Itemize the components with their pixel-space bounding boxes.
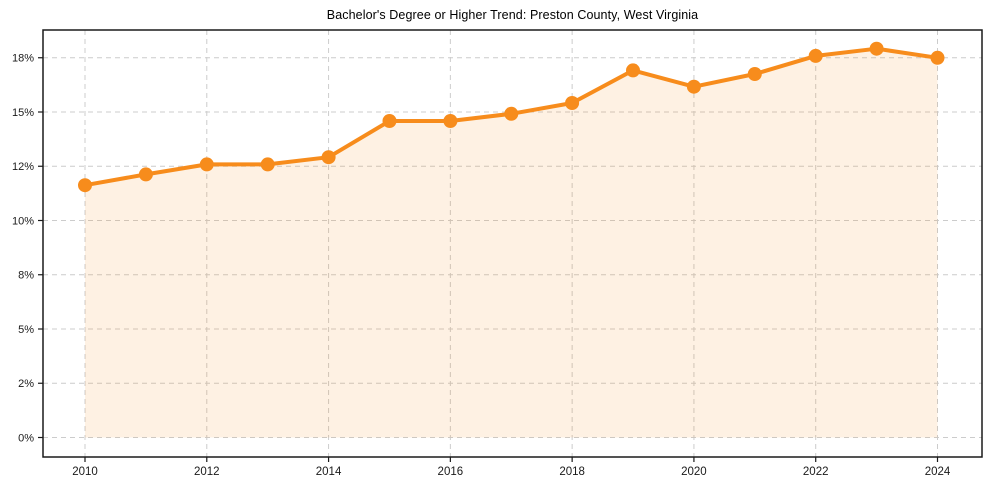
data-point-2010 <box>78 178 92 193</box>
x-tick-label: 2018 <box>559 466 585 478</box>
y-tick-label: 2% <box>18 378 34 390</box>
y-tick-label: 0% <box>18 432 34 444</box>
data-point-2020 <box>686 79 701 94</box>
chart-title: Bachelor's Degree or Higher Trend: Prest… <box>326 8 699 22</box>
area-fill <box>85 48 938 438</box>
plot-border <box>42 29 983 458</box>
x-tick-label: 2014 <box>316 466 342 478</box>
x-tick-label: 2016 <box>438 466 464 478</box>
data-point-2018 <box>565 96 580 110</box>
data-point-2012 <box>199 157 214 172</box>
data-point-2014 <box>321 150 336 165</box>
data-point-2015 <box>382 114 397 128</box>
y-tick-label: 18% <box>12 53 34 65</box>
y-tick-label: 12% <box>12 161 34 173</box>
y-tick-label: 10% <box>12 215 34 227</box>
data-point-2017 <box>504 106 519 121</box>
data-point-2019 <box>626 63 640 78</box>
data-point-2023 <box>869 41 884 56</box>
data-point-2011 <box>138 167 153 182</box>
y-tick-label: 8% <box>18 270 34 282</box>
x-tick-label: 2020 <box>681 466 707 478</box>
x-tick-label: 2024 <box>925 466 951 478</box>
data-point-2022 <box>808 48 823 63</box>
x-tick-label: 2022 <box>803 466 829 478</box>
data-point-2013 <box>260 157 275 172</box>
x-tick-label: 2012 <box>194 466 220 478</box>
data-point-2024 <box>930 50 945 65</box>
x-tick-label: 2010 <box>72 466 98 478</box>
y-tick-label: 5% <box>18 324 34 336</box>
y-tick-label: 15% <box>12 107 34 119</box>
data-point-2016 <box>443 114 458 128</box>
data-point-2021 <box>747 67 762 81</box>
